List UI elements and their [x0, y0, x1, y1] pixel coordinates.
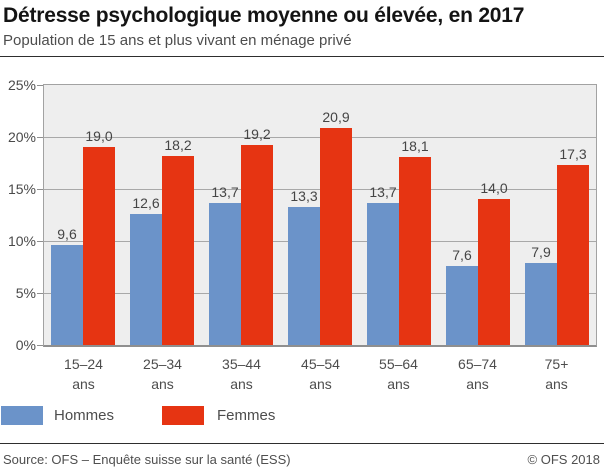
value-label: 7,6 — [452, 247, 472, 263]
bar-femmes — [241, 145, 273, 345]
x-axis-category-label: 35–44 ans — [202, 354, 281, 394]
x-axis-category-label: 65–74 ans — [438, 354, 517, 394]
header-divider — [0, 56, 604, 57]
value-label: 13,7 — [211, 184, 239, 200]
page-title: Détresse psychologique moyenne ou élevée… — [3, 4, 525, 27]
x-axis-category-label: 75+ ans — [517, 354, 596, 394]
chart: 9,6 19,0 12,6 18,2 13,7 19,2 13,3 20,9 13,7 18,1 7… — [0, 77, 604, 404]
bar-hommes — [51, 245, 83, 345]
x-axis-category-unit: ans — [545, 376, 568, 392]
x-axis-category-label: 45–54 ans — [281, 354, 360, 394]
x-axis-category-unit: ans — [309, 376, 332, 392]
legend-swatch-femmes — [162, 406, 204, 425]
bar-femmes — [557, 165, 589, 345]
bar-hommes — [446, 266, 478, 345]
footer-divider — [0, 443, 604, 444]
value-label: 13,3 — [290, 188, 318, 204]
source-text: Source: OFS – Enquête suisse sur la sant… — [3, 452, 291, 467]
x-axis-category-unit: ans — [72, 376, 95, 392]
bar-hommes — [367, 203, 399, 345]
bar-hommes — [130, 214, 162, 345]
legend-swatch-hommes — [1, 406, 43, 425]
value-label: 18,1 — [401, 138, 429, 154]
value-label: 13,7 — [369, 184, 397, 200]
legend-label-hommes: Hommes — [54, 407, 115, 424]
y-axis-tick-label: 10% — [7, 233, 36, 249]
y-axis-tick — [37, 137, 43, 138]
legend-label-femmes: Femmes — [217, 407, 276, 424]
value-label: 19,2 — [243, 126, 271, 142]
bar-hommes — [525, 263, 557, 345]
x-axis-category-unit: ans — [151, 376, 174, 392]
x-axis-category-label: 55–64 ans — [359, 354, 438, 394]
page-subtitle: Population de 15 ans et plus vivant en m… — [3, 32, 352, 49]
copyright-text: © OFS 2018 — [527, 452, 600, 467]
bar-femmes — [320, 128, 352, 345]
bar-hommes — [209, 203, 241, 345]
plot-area: 9,6 19,0 12,6 18,2 13,7 19,2 13,3 20,9 13,7 18,1 7… — [43, 84, 597, 347]
y-axis-tick-label: 15% — [7, 181, 36, 197]
value-label: 18,2 — [164, 137, 192, 153]
x-axis-category-unit: ans — [230, 376, 253, 392]
value-label: 20,9 — [322, 109, 350, 125]
value-label: 7,9 — [531, 244, 551, 260]
y-axis-tick-label: 20% — [7, 129, 36, 145]
bar-femmes — [83, 147, 115, 345]
bar-femmes — [478, 199, 510, 345]
bar-femmes — [162, 156, 194, 345]
x-axis-category-label: 25–34 ans — [123, 354, 202, 394]
y-axis-tick — [37, 189, 43, 190]
value-label: 17,3 — [559, 146, 587, 162]
y-axis-tick — [37, 345, 43, 346]
x-axis-category-unit: ans — [466, 376, 489, 392]
bar-hommes — [288, 207, 320, 345]
value-label: 9,6 — [57, 226, 77, 242]
y-axis-tick-label: 25% — [7, 77, 36, 93]
value-label: 12,6 — [132, 195, 160, 211]
y-axis-tick — [37, 293, 43, 294]
x-axis-category-label: 15–24 ans — [44, 354, 123, 394]
x-axis-category-unit: ans — [387, 376, 410, 392]
value-label: 19,0 — [85, 128, 113, 144]
bar-femmes — [399, 157, 431, 345]
y-axis-tick-label: 0% — [15, 337, 36, 353]
y-axis-tick-label: 5% — [15, 285, 36, 301]
y-axis-tick — [37, 241, 43, 242]
y-axis-tick — [37, 85, 43, 86]
value-label: 14,0 — [480, 180, 508, 196]
